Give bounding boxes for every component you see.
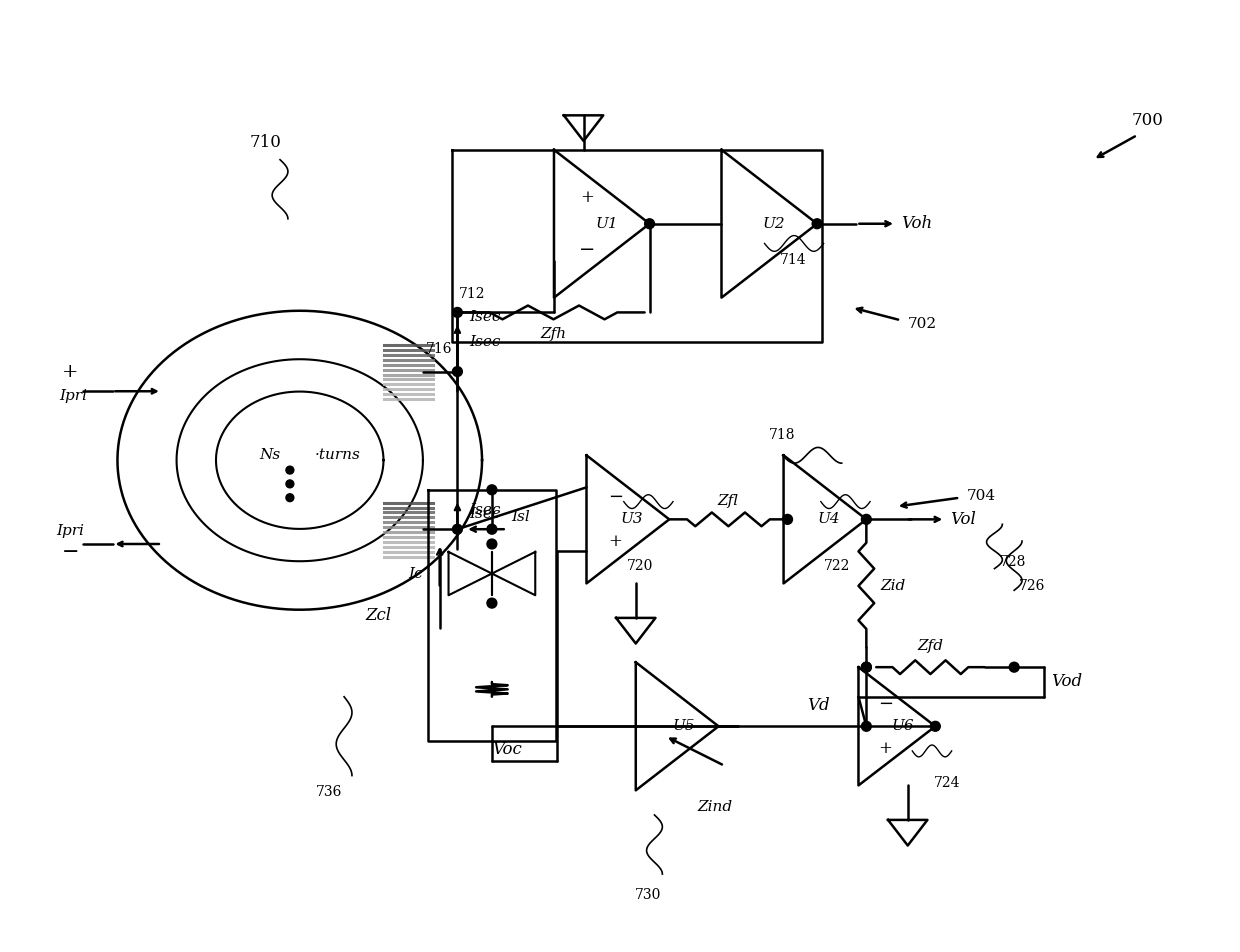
Text: U2: U2 (763, 217, 785, 230)
Text: 724: 724 (934, 776, 961, 789)
Text: +: + (62, 363, 78, 381)
Text: U1: U1 (595, 217, 618, 230)
Circle shape (286, 466, 294, 474)
Text: 704: 704 (967, 488, 996, 503)
Text: Vd: Vd (807, 698, 830, 714)
Text: Zind: Zind (697, 801, 732, 814)
Text: 712: 712 (459, 287, 485, 301)
Circle shape (1009, 663, 1019, 672)
Circle shape (862, 663, 872, 672)
Text: Vol: Vol (950, 511, 976, 527)
Circle shape (487, 539, 497, 549)
Text: Voc: Voc (492, 741, 522, 758)
Text: Ipri: Ipri (60, 389, 87, 404)
Text: U3: U3 (621, 512, 644, 526)
Text: −: − (878, 695, 893, 713)
Text: 722: 722 (825, 559, 851, 573)
Circle shape (645, 219, 655, 228)
Text: 714: 714 (780, 253, 806, 268)
Text: 736: 736 (316, 785, 342, 800)
Text: 700: 700 (1131, 111, 1163, 129)
Circle shape (487, 525, 497, 534)
Text: −: − (608, 488, 622, 506)
Text: ·turns: ·turns (315, 448, 361, 463)
Circle shape (286, 480, 294, 487)
Text: Ic: Ic (408, 566, 423, 581)
Text: Zfd: Zfd (918, 640, 944, 653)
Text: U5: U5 (672, 720, 696, 733)
Text: 726: 726 (1019, 580, 1045, 593)
Circle shape (453, 307, 463, 317)
Circle shape (812, 219, 822, 228)
Text: U4: U4 (818, 512, 841, 526)
Text: 718: 718 (769, 428, 796, 443)
Text: 720: 720 (627, 559, 653, 573)
Text: 710: 710 (249, 134, 281, 151)
Circle shape (286, 494, 294, 502)
Text: 728: 728 (999, 555, 1025, 568)
Text: Isec: Isec (469, 310, 501, 325)
Text: U6: U6 (892, 720, 914, 733)
Circle shape (487, 598, 497, 608)
Circle shape (862, 722, 872, 731)
Text: Zcl: Zcl (366, 607, 392, 624)
Text: 702: 702 (908, 317, 937, 331)
Circle shape (453, 367, 463, 376)
Circle shape (930, 722, 940, 731)
Text: −: − (579, 241, 595, 259)
Text: Isec: Isec (469, 507, 501, 522)
Text: Zfl: Zfl (718, 493, 739, 507)
Text: Voh: Voh (900, 215, 932, 232)
Text: Zid: Zid (880, 579, 905, 593)
Text: Zfh: Zfh (541, 327, 567, 341)
Circle shape (862, 663, 872, 672)
Text: Ipri: Ipri (56, 525, 84, 538)
Text: Ns: Ns (259, 448, 280, 463)
Text: Isec: Isec (469, 503, 501, 517)
Text: Isl: Isl (512, 510, 531, 525)
Text: +: + (609, 533, 622, 550)
Text: +: + (580, 189, 594, 207)
Text: 730: 730 (635, 888, 661, 902)
Text: 716: 716 (427, 342, 453, 356)
Text: +: + (878, 741, 893, 757)
Circle shape (487, 485, 497, 495)
Text: Vod: Vod (1052, 673, 1083, 690)
Text: Isec: Isec (469, 335, 501, 349)
Text: −: − (62, 544, 79, 563)
Circle shape (453, 525, 463, 534)
Circle shape (782, 514, 792, 525)
Circle shape (862, 514, 872, 525)
